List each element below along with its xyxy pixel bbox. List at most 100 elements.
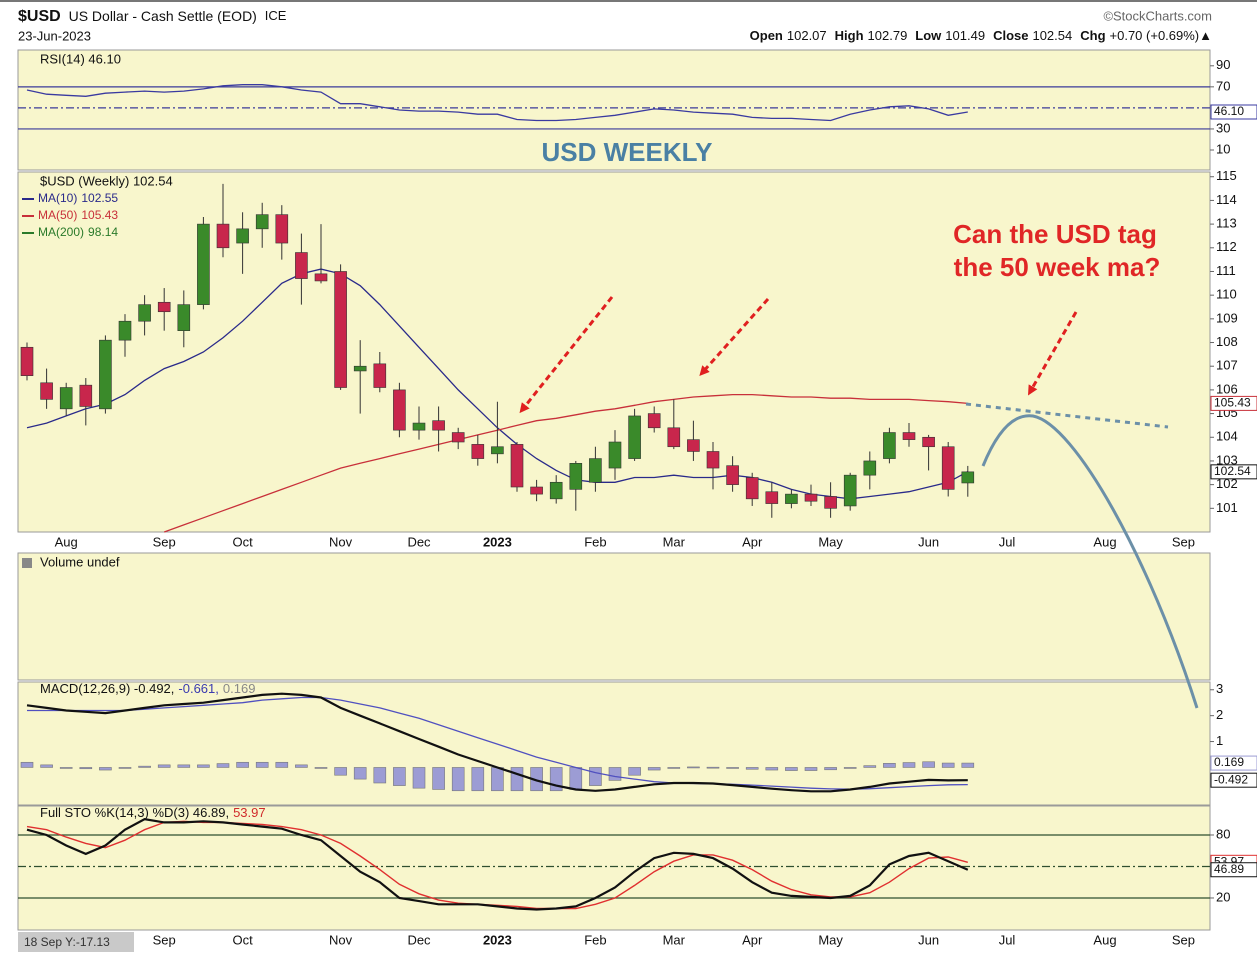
histogram-bar [491,767,504,792]
histogram-bar [608,767,622,781]
histogram-bar [79,767,93,770]
candle-body [412,422,426,431]
x-tick-label: Jul [999,932,1016,947]
title-part: 0.169 [223,681,256,696]
candle-body [118,320,132,341]
y-tick-label: 115 [1216,168,1237,183]
x-tick-label: 2023 [483,534,512,549]
x-tick-label: Feb [584,932,606,947]
candle-body [510,444,524,488]
y-tick-label: 102 [1216,476,1238,491]
legend-value: 105.43 [81,208,118,222]
y-tick-label: 103 [1216,452,1238,467]
histogram-bar [941,762,955,768]
histogram-bar [138,765,151,768]
candle-body [745,477,759,500]
panel-title: MACD(12,26,9) -0.492, -0.661, 0.169 [40,681,255,696]
y-tick-label: 80 [1216,826,1230,841]
histogram-bar [177,764,191,768]
quote-value: +0.70 (+0.69%)▲ [1110,28,1212,43]
histogram-bar [706,766,720,769]
histogram-bar [628,767,641,776]
legend-entry: MA(50) 105.43 [38,208,118,222]
value-tag [1210,395,1257,411]
quote-line: Open 102.07 High 102.79 Low 101.49 Close 102.54… [750,28,1212,43]
histogram-bar [569,767,583,790]
x-tick-label: Jul [999,534,1016,549]
overlay: USD WEEKLY Can the USD tag the 50 week m… [18,137,1199,952]
candle-body [628,415,641,459]
x-tick-label: Sep [1172,534,1195,549]
quote-label: Chg [1080,28,1105,43]
source: ©StockCharts.com [1103,8,1212,23]
y-tick-label: 101 [1216,500,1238,515]
legend-name: MA(50) [38,208,77,222]
quote-value: 101.49 [945,28,985,43]
title-part: MACD(12,26,9) -0.492, [40,681,174,696]
candle-body [275,214,289,244]
instrument-name: US Dollar - Cash Settle (EOD) [69,8,257,24]
histogram-bar [393,767,406,786]
quote-label: Open [750,28,783,43]
histogram-bar [197,764,210,768]
y-tick-label: 104 [1216,429,1238,444]
candle-body [667,427,681,448]
candle-body [608,441,622,469]
y-tick-label: 1 [1216,733,1223,748]
candle-body [922,436,935,448]
histogram-bar [99,767,112,771]
x-tick-label: Apr [742,932,763,947]
candle-body [373,363,387,388]
histogram-bar [255,761,269,768]
y-tick-label: 90 [1216,57,1230,72]
histogram-bar [765,767,779,771]
annotation: Can the USD tag [953,219,1157,249]
histogram-bar [157,764,171,768]
x-tick-label: Mar [663,932,686,947]
histogram-bar [902,762,916,768]
candle-body [647,413,661,429]
histogram-bar [118,767,132,769]
y-tick-label: 109 [1216,310,1238,325]
x-tick-label: Apr [742,534,763,549]
y-tick-label: 108 [1216,334,1238,349]
candle-body [941,446,955,490]
panel [17,552,1211,681]
histogram-bar [412,767,426,789]
y-tick-label: 10 [1216,141,1230,156]
histogram-bar [353,767,367,780]
candle-body [687,439,700,452]
value-tag [1210,755,1257,771]
value-tag-label: 102.54 [1214,464,1251,478]
legend-name: MA(10) [38,191,77,205]
histogram-bar [471,767,485,792]
candle-body [530,486,543,495]
x-tick-label: Sep [153,932,176,947]
x-tick-label: Jun [918,534,939,549]
candle-body [569,463,583,490]
y-tick-label: 106 [1216,381,1238,396]
value-tag [1210,104,1257,120]
histogram-bar [275,761,289,768]
legend-entry: MA(200) 98.14 [38,225,118,239]
value-tag-label: 0.169 [1214,755,1244,769]
legend-name: MA(200) [38,225,84,239]
candle-body [432,420,445,431]
panel-title: Full STO %K(14,3) %D(3) 46.89, 53.97 [40,805,266,820]
candle-body [255,214,269,230]
candle-body [216,223,230,249]
value-tag-label: 46.10 [1214,104,1244,118]
x-tick-label: May [818,534,843,549]
date: 23-Jun-2023 [18,28,91,43]
x-tick-label: Mar [663,534,686,549]
y-tick-label: 20 [1216,889,1230,904]
candle-body [863,460,877,476]
symbol: $USD [18,8,61,25]
value-tag [1210,862,1257,878]
histogram-bar [295,764,308,768]
candle-body [99,339,112,410]
x-tick-label: Aug [1093,932,1116,947]
volume-icon [22,558,32,568]
candle-body [138,304,151,322]
candle-body [902,432,916,440]
